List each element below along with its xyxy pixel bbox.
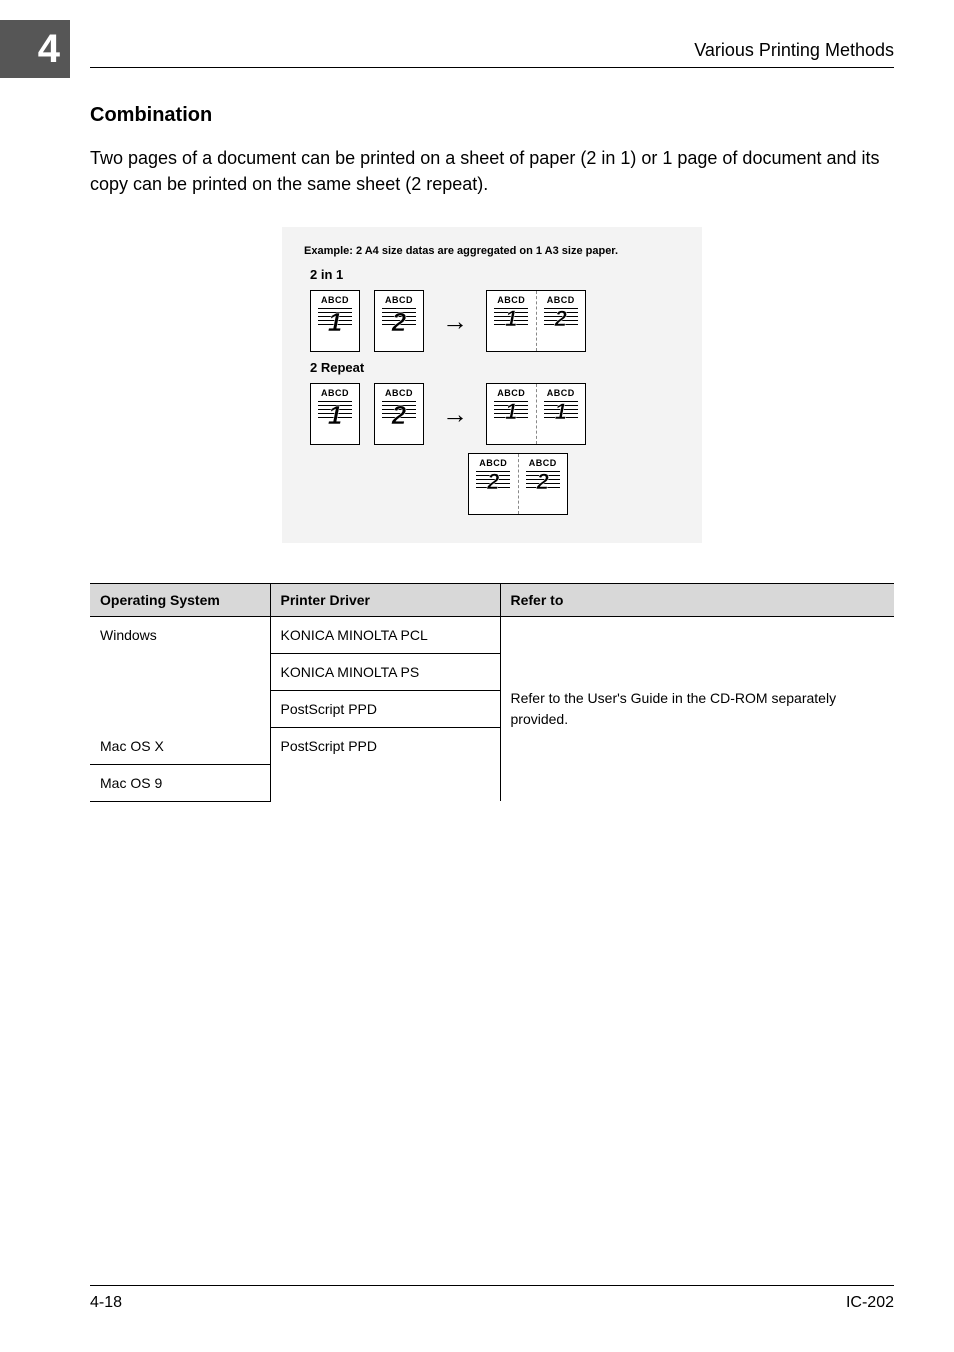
footer-left: 4-18	[90, 1294, 122, 1312]
combined-half: ABCD 2	[469, 454, 519, 514]
arrow-icon: →	[438, 399, 472, 430]
chapter-number: 4	[38, 27, 60, 72]
page-number-overlay: 2	[375, 400, 423, 431]
abcd-label: ABCD	[497, 388, 525, 398]
diagram-row-2repeat-out2: ABCD 2 ABCD 2	[468, 453, 680, 515]
chapter-tab: 4	[0, 20, 70, 78]
running-header: Various Printing Methods	[90, 40, 894, 68]
combined-half: ABCD 1	[537, 384, 586, 444]
source-page-1: ABCD 1	[310, 290, 360, 352]
combined-sheet-repeat-2: ABCD 2 ABCD 2	[468, 453, 568, 515]
cell-os-macx: Mac OS X	[90, 728, 270, 765]
footer-right: IC-202	[846, 1294, 894, 1312]
col-header-refer: Refer to	[500, 584, 894, 617]
abcd-label: ABCD	[547, 388, 575, 398]
cell-driver-pcl: KONICA MINOLTA PCL	[270, 617, 500, 654]
cell-refer: Refer to the User's Guide in the CD-ROM …	[500, 617, 894, 802]
combined-half-2: ABCD 2	[537, 291, 586, 351]
cell-os-windows: Windows	[90, 617, 270, 728]
diagram-container: Example: 2 A4 size datas are aggregated …	[282, 227, 702, 543]
cell-os-mac9: Mac OS 9	[90, 764, 270, 801]
arrow-icon: →	[438, 306, 472, 337]
header-title: Various Printing Methods	[694, 40, 894, 60]
page-number-overlay: 2	[469, 469, 518, 495]
abcd-label: ABCD	[385, 295, 413, 305]
source-page-2: ABCD 2	[374, 290, 424, 352]
example-caption: Example: 2 A4 size datas are aggregated …	[304, 245, 680, 257]
page-number-overlay: 2	[375, 307, 423, 338]
combined-sheet-repeat-1: ABCD 1 ABCD 1	[486, 383, 586, 445]
info-table: Operating System Printer Driver Refer to…	[90, 583, 894, 802]
abcd-label: ABCD	[385, 388, 413, 398]
abcd-label: ABCD	[547, 295, 575, 305]
abcd-label: ABCD	[497, 295, 525, 305]
table-row: Windows KONICA MINOLTA PCL Refer to the …	[90, 617, 894, 654]
group-label-2in1: 2 in 1	[310, 267, 680, 282]
abcd-label: ABCD	[321, 388, 349, 398]
diagram-row-2repeat-src: ABCD 1 ABCD 2 → ABCD 1 ABCD 1	[310, 383, 680, 445]
page-number-overlay: 1	[537, 399, 586, 425]
cell-driver-ppd-mac: PostScript PPD	[270, 728, 500, 802]
combined-half: ABCD 1	[487, 384, 537, 444]
page-number-overlay: 1	[311, 400, 359, 431]
source-page-1: ABCD 1	[310, 383, 360, 445]
page-number-overlay: 1	[487, 399, 536, 425]
combined-sheet-2in1: ABCD 1 ABCD 2	[486, 290, 586, 352]
page-number-overlay: 2	[537, 306, 586, 332]
page-number-overlay: 2	[519, 469, 568, 495]
combined-half-1: ABCD 1	[487, 291, 537, 351]
col-header-os: Operating System	[90, 584, 270, 617]
combined-half: ABCD 2	[519, 454, 568, 514]
abcd-label: ABCD	[321, 295, 349, 305]
page-number-overlay: 1	[487, 306, 536, 332]
group-label-2repeat: 2 Repeat	[310, 360, 680, 375]
page-number-overlay: 1	[311, 307, 359, 338]
abcd-label: ABCD	[479, 458, 507, 468]
abcd-label: ABCD	[529, 458, 557, 468]
page-footer: 4-18 IC-202	[90, 1285, 894, 1312]
section-title: Combination	[90, 104, 894, 127]
table-header-row: Operating System Printer Driver Refer to	[90, 584, 894, 617]
cell-driver-ppd: PostScript PPD	[270, 691, 500, 728]
diagram-row-2in1: ABCD 1 ABCD 2 → ABCD 1 ABCD 2	[310, 290, 680, 352]
cell-driver-ps: KONICA MINOLTA PS	[270, 654, 500, 691]
col-header-driver: Printer Driver	[270, 584, 500, 617]
body-paragraph: Two pages of a document can be printed o…	[90, 145, 894, 197]
source-page-2: ABCD 2	[374, 383, 424, 445]
